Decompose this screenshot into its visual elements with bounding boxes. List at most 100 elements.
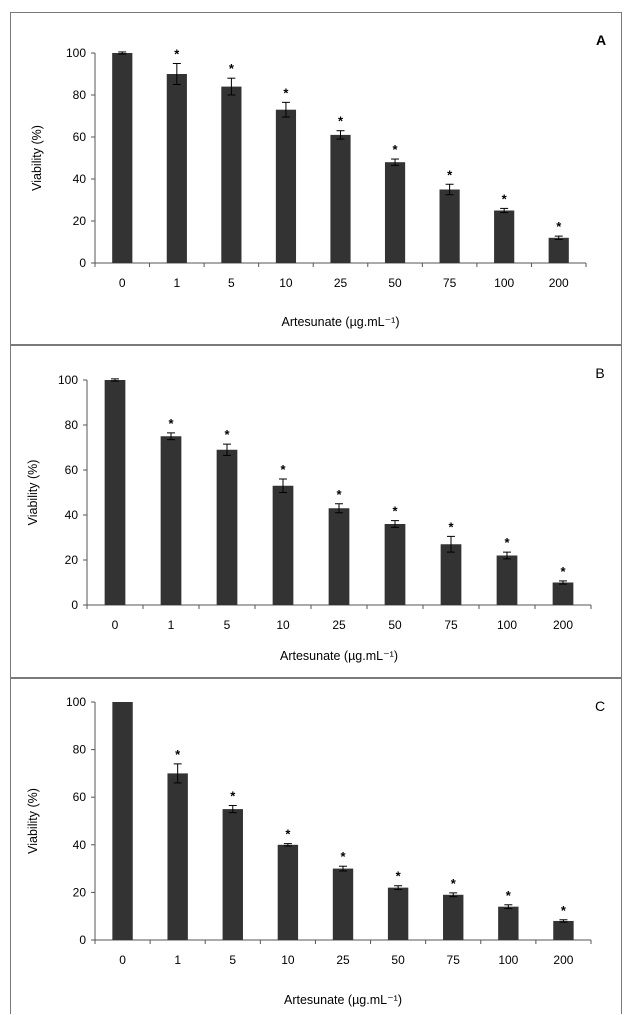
chart-a-bar-0 [112,53,133,263]
chart-b-x-tick-label: 5 [224,618,231,632]
chart-c-x-tick-label: 200 [553,953,573,967]
chart-a-significance-1: * [174,47,180,62]
chart-b-x-tick-label: 10 [276,618,290,632]
chart-b-y-tick-label: 80 [65,418,79,432]
chart-a-bar-5 [221,86,242,263]
chart-c-bar-50 [387,887,409,940]
chart-a-panel-letter: A [596,32,606,48]
chart-c-significance-1: * [175,747,181,762]
chart-a-bar-200 [548,237,569,263]
chart-a-x-tick-label: 0 [119,276,126,290]
chart-b-x-tick-label: 0 [112,618,119,632]
chart-b-x-tick-label: 75 [444,618,458,632]
chart-b-bar-200 [552,582,574,605]
chart-c-x-axis-label: Artesunate (µg.mL⁻¹) [284,993,402,1007]
chart-b-y-tick-label: 100 [58,373,78,387]
chart-a-significance-75: * [447,167,453,182]
chart-c-bar-10 [277,844,299,940]
chart-b-y-tick-label: 40 [65,508,79,522]
chart-a-x-tick-label: 10 [279,276,293,290]
chart-panel-c: 0 20 40 60 80 100 0 * 1 * 5 * 10 * 25 * 50 * 75 * 100 * 200 Art… [10,678,622,1014]
chart-c-significance-10: * [285,827,291,842]
chart-b-x-tick-label: 100 [497,618,517,632]
chart-c-x-tick-label: 75 [447,953,461,967]
chart-b-significance-1: * [168,416,174,431]
chart-b-bar-25 [328,508,350,605]
chart-c-significance-100: * [506,888,512,903]
chart-a-bar-75 [439,189,460,263]
chart-c-bar-5 [222,809,243,940]
chart-a-x-tick-label: 100 [494,276,514,290]
chart-b-significance-200: * [560,564,566,579]
chart-c: 0 20 40 60 80 100 0 * 1 * 5 * 10 * 25 * 50 * 75 * 100 * 200 Art… [26,695,605,1007]
chart-a-y-axis-label: Viability (%) [30,125,44,191]
chart-a-significance-10: * [283,85,289,100]
chart-c-significance-25: * [340,849,346,864]
chart-a-x-tick-label: 50 [388,276,402,290]
chart-b-y-tick-label: 0 [71,598,78,612]
chart-a-y-tick-label: 40 [73,172,87,186]
chart-b: 0 20 40 60 80 100 0 * 1 * 5 * 10 * 25 * 50 * 75 * 100 * 200 Art… [26,365,605,663]
chart-a-bar-50 [384,162,406,263]
chart-a-significance-200: * [556,219,562,234]
chart-a-significance-50: * [393,142,399,157]
chart-b-bar-100 [496,555,518,605]
chart-b-y-tick-label: 60 [65,463,79,477]
chart-a-x-axis-label: Artesunate (µg.mL⁻¹) [281,315,399,329]
chart-c-significance-200: * [561,903,567,918]
chart-a-bar-10 [275,109,297,263]
chart-a-x-tick-label: 1 [173,276,180,290]
chart-a-x-tick-label: 200 [549,276,569,290]
chart-b-bar-1 [160,436,182,605]
chart-c-x-tick-label: 50 [391,953,405,967]
chart-a-significance-100: * [502,191,508,206]
chart-b-bar-10 [272,485,294,605]
chart-b-x-tick-label: 200 [553,618,573,632]
chart-b-bar-0 [104,380,126,605]
chart-b-x-tick-label: 25 [332,618,346,632]
chart-c-y-tick-label: 20 [73,885,87,899]
chart-c-y-tick-label: 80 [73,743,87,757]
chart-c-significance-5: * [230,789,236,804]
chart-c-x-tick-label: 25 [336,953,350,967]
chart-c-bar-100 [498,906,519,940]
chart-a-bar-100 [494,210,515,263]
chart-b-x-tick-label: 50 [388,618,402,632]
chart-c-bar-25 [332,868,354,940]
chart-a: 0 20 40 60 80 100 0 * 1 * 5 * 10 * 25 * 50 * 75 * 100 * 200 Art… [30,32,606,329]
chart-a-bar-25 [330,134,351,263]
chart-b-significance-25: * [336,487,342,502]
chart-b-significance-100: * [504,535,510,550]
chart-a-y-tick-label: 20 [73,214,87,228]
chart-c-y-tick-label: 0 [79,933,86,947]
chart-c-significance-50: * [396,869,402,884]
chart-a-significance-25: * [338,114,344,129]
chart-c-x-tick-label: 0 [119,953,126,967]
chart-panel-a: 0 20 40 60 80 100 0 * 1 * 5 * 10 * 25 * 50 * 75 * 100 * 200 Art… [10,12,622,345]
chart-c-bar-75 [443,894,464,940]
chart-c-y-tick-label: 60 [73,790,87,804]
chart-a-significance-5: * [229,61,235,76]
chart-b-significance-10: * [280,462,286,477]
chart-b-x-tick-label: 1 [168,618,175,632]
chart-b-significance-5: * [224,427,230,442]
chart-c-y-axis-label: Viability (%) [26,788,40,854]
chart-b-bar-5 [216,449,238,605]
chart-a-x-tick-label: 5 [228,276,235,290]
chart-b-panel-letter: B [595,365,604,381]
chart-c-x-tick-label: 10 [281,953,295,967]
chart-b-y-axis-label: Viability (%) [26,460,40,526]
chart-b-significance-50: * [392,504,398,519]
chart-a-x-tick-label: 25 [334,276,348,290]
chart-a-bar-1 [166,74,187,263]
chart-c-bar-200 [553,920,574,940]
chart-b-bar-75 [440,544,462,605]
chart-a-y-tick-label: 0 [79,256,86,270]
chart-c-panel-letter: C [595,698,605,714]
chart-panel-b: 0 20 40 60 80 100 0 * 1 * 5 * 10 * 25 * 50 * 75 * 100 * 200 Art… [10,345,622,678]
chart-c-y-tick-label: 100 [66,695,86,709]
chart-c-x-tick-label: 5 [229,953,236,967]
chart-c-y-tick-label: 40 [73,838,87,852]
chart-b-significance-75: * [448,519,454,534]
chart-a-y-tick-label: 100 [66,46,86,60]
